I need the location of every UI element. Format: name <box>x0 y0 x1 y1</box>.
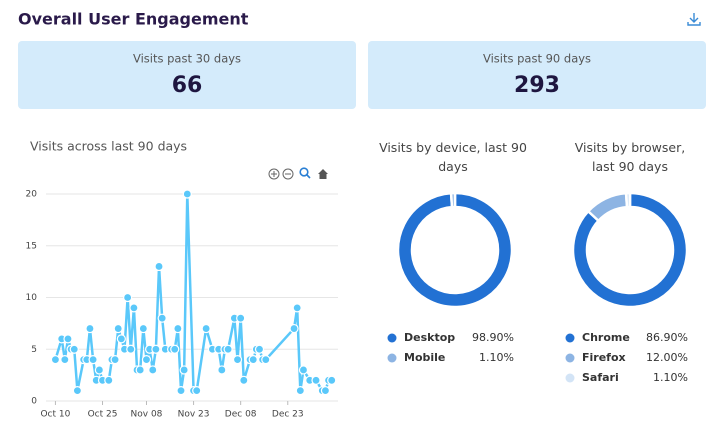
point <box>72 386 82 396</box>
legend-swatch <box>565 353 575 363</box>
point <box>176 386 186 396</box>
point <box>104 375 114 385</box>
legend-label: Mobile <box>404 351 445 364</box>
zoom-in[interactable] <box>268 168 280 180</box>
point <box>135 365 145 375</box>
x-tick-label: Dec 08 <box>225 410 257 420</box>
point <box>170 344 180 354</box>
point <box>129 303 139 313</box>
point <box>116 334 126 344</box>
chart-title: Visits by browser, last 90 days <box>574 140 686 174</box>
legend-value: 12.00% <box>646 351 688 364</box>
point <box>148 365 158 375</box>
point <box>327 375 337 385</box>
legend-label: Desktop <box>404 331 455 344</box>
legend-swatch <box>387 333 397 343</box>
point <box>295 386 305 396</box>
point <box>261 355 271 365</box>
point <box>182 189 192 199</box>
point <box>50 355 61 365</box>
point <box>292 303 302 313</box>
x-tick-label: Dec 23 <box>272 410 304 420</box>
point <box>94 365 104 375</box>
point <box>179 365 189 375</box>
donut-segment <box>624 191 632 209</box>
point <box>141 355 152 365</box>
point <box>60 355 70 365</box>
legend-swatch <box>565 333 575 343</box>
legend-label: Safari <box>582 371 619 384</box>
point <box>154 261 164 272</box>
point <box>85 323 95 334</box>
donut-segment <box>586 191 629 223</box>
point <box>311 375 321 385</box>
legend-swatch <box>565 373 575 383</box>
card <box>368 41 706 109</box>
point <box>110 355 120 365</box>
point <box>320 386 331 396</box>
x-tick-label: Nov 08 <box>131 410 163 420</box>
y-tick-label: 0 <box>31 397 37 407</box>
donut-segment <box>449 191 457 209</box>
point <box>236 313 246 323</box>
card <box>18 41 356 109</box>
point <box>151 344 161 354</box>
zoom-select[interactable] <box>299 167 311 179</box>
legend-value: 98.90% <box>472 331 514 344</box>
legend-value: 1.10% <box>479 351 514 364</box>
zoom-out[interactable] <box>282 168 294 180</box>
point <box>232 355 243 365</box>
x-tick-label: Nov 23 <box>178 410 210 420</box>
point <box>217 365 227 375</box>
point <box>126 344 136 354</box>
x-tick-label: Oct 25 <box>88 410 118 420</box>
legend-value: 1.10% <box>653 371 688 384</box>
legend-label: Firefox <box>582 351 626 364</box>
donut-segment <box>396 191 514 309</box>
y-tick-label: 10 <box>26 293 38 303</box>
y-tick-label: 15 <box>26 241 37 251</box>
x-tick-label: Oct 10 <box>40 410 70 420</box>
legend-label: Chrome <box>582 331 630 344</box>
card-label: Visits past 30 days <box>133 52 241 66</box>
point <box>113 323 123 334</box>
point <box>239 375 249 385</box>
donut-segment <box>571 191 689 309</box>
point <box>88 355 98 365</box>
point <box>298 365 309 375</box>
point <box>138 323 148 334</box>
chart-title: Visits by device, last 90 days <box>379 140 527 174</box>
point <box>69 344 79 354</box>
card-value: 293 <box>514 73 560 98</box>
y-tick-label: 5 <box>31 345 37 355</box>
point <box>192 386 202 396</box>
page-title: Overall User Engagement <box>18 10 249 29</box>
download-button[interactable] <box>687 13 701 26</box>
point <box>223 344 233 354</box>
reset-zoom[interactable] <box>318 169 328 179</box>
point <box>248 355 258 365</box>
point <box>289 323 299 334</box>
card-label: Visits past 90 days <box>483 52 591 66</box>
point <box>254 344 265 354</box>
point <box>201 323 211 334</box>
point <box>123 292 133 303</box>
zoom-toolbar <box>268 167 328 180</box>
point <box>173 323 183 334</box>
point <box>157 313 167 323</box>
y-tick-label: 20 <box>26 190 38 200</box>
chart-title: Visits across last 90 days <box>30 139 187 154</box>
download-icon <box>687 13 701 26</box>
point <box>63 334 73 344</box>
legend-value: 86.90% <box>646 331 688 344</box>
legend-swatch <box>387 353 397 363</box>
card-value: 66 <box>172 73 203 98</box>
